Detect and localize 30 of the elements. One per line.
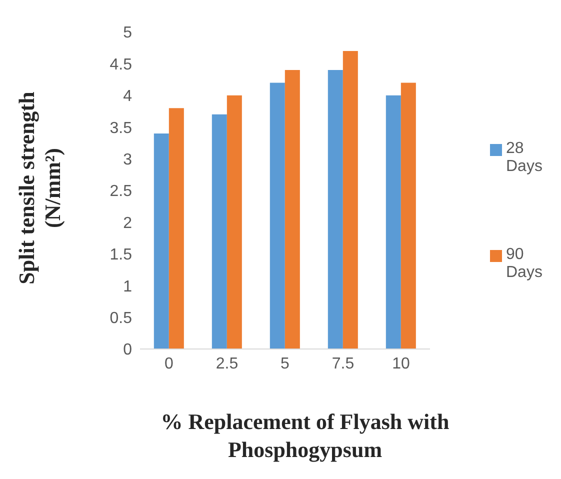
bar — [386, 95, 401, 349]
y-tick-label: 3 — [123, 151, 132, 168]
bar — [168, 108, 184, 349]
legend-label: 28 Days — [506, 140, 544, 176]
y-tick-label: 0 — [123, 342, 132, 359]
y-tick-label: 1 — [123, 278, 132, 296]
bar — [270, 82, 285, 349]
bar — [226, 95, 242, 349]
x-tick-label: 10 — [392, 355, 410, 372]
y-tick-label: 2 — [123, 214, 132, 232]
bar — [284, 70, 300, 349]
bar — [154, 133, 169, 349]
x-axis-title: % Replacement of Flyash with Phosphogypsum — [160, 408, 450, 464]
y-tick-label: 2.5 — [110, 183, 132, 200]
y-tick-label: 3.5 — [110, 120, 132, 137]
legend-label: 90 Days — [506, 246, 544, 282]
y-tick-label: 0.5 — [110, 310, 132, 327]
x-tick-label: 0 — [164, 355, 174, 372]
x-tick-label: 7.5 — [332, 355, 354, 372]
bar — [342, 51, 358, 349]
y-tick-label: 4 — [123, 88, 132, 106]
y-tick-label: 1.5 — [110, 246, 132, 264]
y-tick-label: 5 — [123, 24, 132, 42]
bar — [328, 70, 343, 349]
bar — [400, 82, 416, 349]
bar — [212, 114, 227, 349]
y-tick-label: 4.5 — [110, 56, 132, 74]
x-tick-label: 2.5 — [216, 355, 238, 372]
y-axis-title: Split tensile strength (N/mm²) — [14, 90, 66, 286]
x-tick-label: 5 — [280, 355, 290, 372]
